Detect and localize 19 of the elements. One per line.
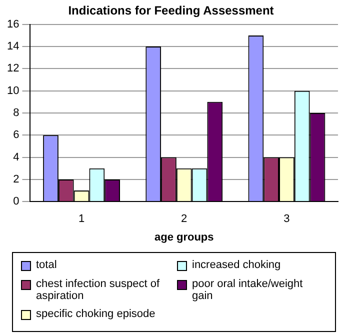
y-tick-label: 4 — [13, 151, 20, 164]
chart-title: Indications for Feeding Assessment — [68, 4, 274, 18]
y-tick-label: 2 — [13, 173, 20, 186]
legend-label: total — [36, 259, 57, 271]
y-tick-label: 12 — [6, 62, 20, 75]
x-axis-title: age groups — [154, 231, 214, 244]
y-tick-label: 6 — [13, 129, 20, 142]
y-tick-label: 10 — [6, 84, 20, 97]
x-tick-label: 2 — [181, 213, 188, 226]
y-tick-label: 16 — [6, 18, 20, 30]
x-tick-label: 1 — [78, 213, 85, 226]
legend-label: chest infection suspect of aspiration — [36, 278, 161, 302]
y-tick-label: 8 — [13, 107, 20, 120]
legend-label: increased choking — [192, 259, 281, 271]
legend-label: poor oral intake/weight gain — [192, 278, 304, 302]
y-tick-label: 0 — [13, 196, 20, 208]
x-tick-label: 3 — [284, 213, 290, 226]
legend-label: specific choking episode — [36, 308, 156, 320]
y-tick-label: 14 — [6, 40, 20, 53]
